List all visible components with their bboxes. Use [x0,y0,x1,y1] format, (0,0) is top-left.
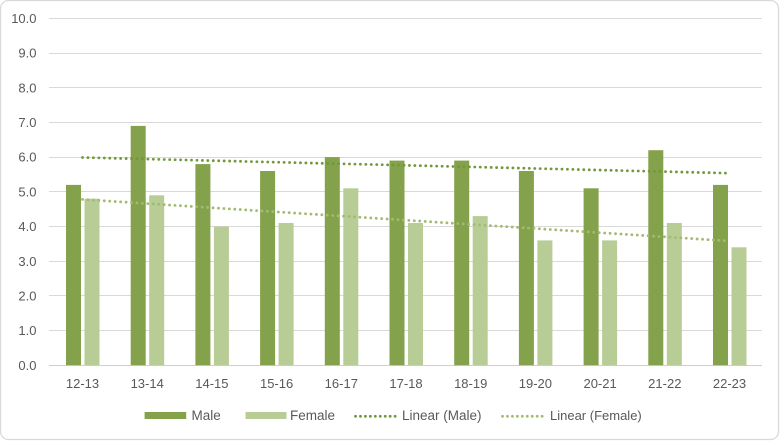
svg-text:10.0: 10.0 [11,11,36,26]
svg-text:20-21: 20-21 [583,376,616,391]
svg-text:16-17: 16-17 [325,376,358,391]
svg-text:Female: Female [290,408,335,423]
svg-text:17-18: 17-18 [389,376,422,391]
svg-text:1.0: 1.0 [18,323,36,338]
svg-text:13-14: 13-14 [131,376,164,391]
svg-text:4.0: 4.0 [18,219,36,234]
svg-text:0.0: 0.0 [18,358,36,373]
svg-text:3.0: 3.0 [18,254,36,269]
svg-text:15-16: 15-16 [260,376,293,391]
svg-text:18-19: 18-19 [454,376,487,391]
svg-text:Male: Male [192,408,221,423]
svg-text:22-23: 22-23 [713,376,746,391]
svg-text:12-13: 12-13 [66,376,99,391]
svg-text:5.0: 5.0 [18,184,36,199]
svg-text:7.0: 7.0 [18,115,36,130]
svg-text:14-15: 14-15 [195,376,228,391]
svg-text:2.0: 2.0 [18,288,36,303]
svg-text:21-22: 21-22 [648,376,681,391]
svg-text:19-20: 19-20 [519,376,552,391]
svg-text:8.0: 8.0 [18,80,36,95]
svg-text:Linear (Female): Linear (Female) [550,408,642,423]
svg-text:9.0: 9.0 [18,46,36,61]
svg-text:6.0: 6.0 [18,150,36,165]
svg-text:Linear (Male): Linear (Male) [402,408,482,423]
